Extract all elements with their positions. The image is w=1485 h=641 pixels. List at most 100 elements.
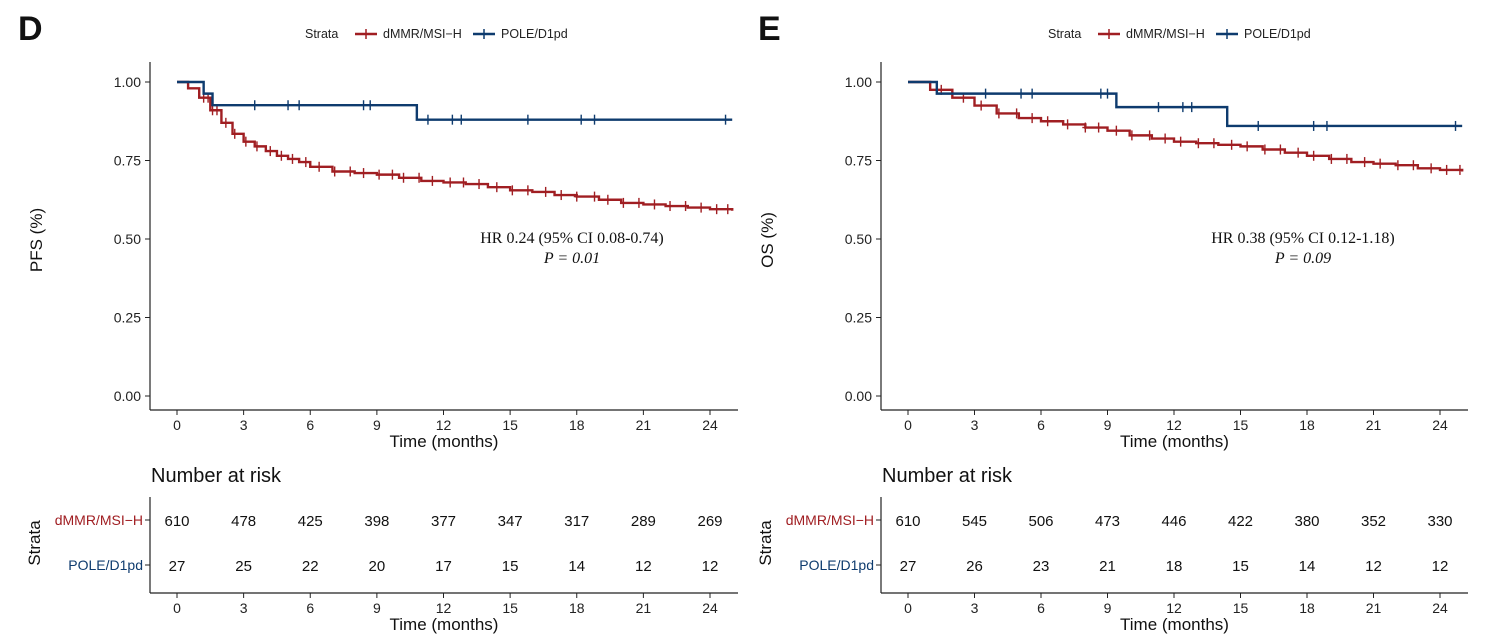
risk-count: 12 xyxy=(635,558,652,575)
x-tick-label: 24 xyxy=(702,417,718,433)
y-tick-label: 1.00 xyxy=(114,74,141,90)
legend-title: Strata xyxy=(305,27,338,41)
risk-x-tick-label: 0 xyxy=(904,600,912,616)
y-tick-label: 0.50 xyxy=(114,231,141,247)
risk-x-tick-label: 18 xyxy=(569,600,585,616)
series-dmmr-msi-h xyxy=(908,80,1464,175)
risk-x-tick-label: 12 xyxy=(436,600,452,616)
risk-count: 27 xyxy=(900,558,917,575)
y-tick-label: 0.50 xyxy=(845,231,872,247)
y-tick-label: 0.75 xyxy=(114,153,141,169)
legend-entry: POLE/D1pd xyxy=(1244,27,1311,41)
risk-x-tick-label: 3 xyxy=(240,600,248,616)
hazard-ratio-text: HR 0.38 (95% CI 0.12-1.18) xyxy=(1211,230,1395,247)
panel-letter: E xyxy=(758,10,781,48)
series-dmmr-msi-h xyxy=(177,80,734,215)
risk-table: Number at risk dMMR/MSI−H 610 545 506 473 446 4… xyxy=(756,465,1468,634)
x-tick-label: 6 xyxy=(1037,417,1045,433)
risk-count: 446 xyxy=(1161,513,1186,530)
risk-strata-axis-title: Strata xyxy=(756,520,775,566)
risk-count: 352 xyxy=(1361,513,1386,530)
survival-curve xyxy=(177,80,734,211)
risk-count: 545 xyxy=(962,513,987,530)
risk-count: 20 xyxy=(369,558,386,575)
risk-count: 12 xyxy=(702,558,719,575)
x-tick-label: 15 xyxy=(1233,417,1249,433)
y-tick-label: 0.25 xyxy=(114,310,141,326)
risk-count: 422 xyxy=(1228,513,1253,530)
risk-x-tick-label: 0 xyxy=(173,600,181,616)
y-tick-label: 0.00 xyxy=(845,388,872,404)
risk-row-label: dMMR/MSI−H xyxy=(786,512,874,528)
risk-x-tick-label: 12 xyxy=(1166,600,1182,616)
risk-count: 506 xyxy=(1028,513,1053,530)
risk-count: 398 xyxy=(364,513,389,530)
risk-x-tick-label: 15 xyxy=(502,600,518,616)
x-tick-label: 9 xyxy=(1104,417,1112,433)
p-value-text: P = 0.01 xyxy=(543,250,600,267)
x-axis-title: Time (months) xyxy=(1120,432,1229,451)
risk-table-title: Number at risk xyxy=(882,465,1013,487)
x-tick-label: 21 xyxy=(1366,417,1382,433)
legend-entry: POLE/D1pd xyxy=(501,27,568,41)
risk-x-tick-label: 21 xyxy=(1366,600,1382,616)
survival-curve xyxy=(177,80,733,121)
risk-x-tick-label: 9 xyxy=(373,600,381,616)
risk-row-label: POLE/D1pd xyxy=(68,557,143,573)
risk-x-axis-title: Time (months) xyxy=(390,615,499,634)
x-tick-label: 24 xyxy=(1432,417,1448,433)
risk-count: 269 xyxy=(697,513,722,530)
risk-count: 22 xyxy=(302,558,319,575)
risk-count: 17 xyxy=(435,558,452,575)
risk-count: 26 xyxy=(966,558,983,575)
risk-count: 12 xyxy=(1365,558,1382,575)
x-tick-label: 0 xyxy=(904,417,912,433)
risk-row-label: POLE/D1pd xyxy=(799,557,874,573)
risk-count: 610 xyxy=(164,513,189,530)
survival-curve xyxy=(908,80,1464,172)
risk-x-axis-title: Time (months) xyxy=(1120,615,1229,634)
survival-curve xyxy=(908,80,1463,128)
series-pole-d1pd xyxy=(177,80,733,125)
risk-count: 317 xyxy=(564,513,589,530)
risk-count: 478 xyxy=(231,513,256,530)
series-pole-d1pd xyxy=(908,80,1463,131)
risk-x-tick-label: 6 xyxy=(1037,600,1045,616)
risk-count: 15 xyxy=(1232,558,1249,575)
risk-count: 14 xyxy=(1299,558,1316,575)
y-tick-label: 0.00 xyxy=(114,388,141,404)
risk-x-tick-label: 24 xyxy=(1432,600,1448,616)
hazard-ratio-text: HR 0.24 (95% CI 0.08-0.74) xyxy=(480,230,664,247)
risk-table-title: Number at risk xyxy=(151,465,282,487)
x-axis-title: Time (months) xyxy=(390,432,499,451)
risk-x-tick-label: 18 xyxy=(1299,600,1315,616)
panel-letter: D xyxy=(18,10,43,48)
y-tick-label: 1.00 xyxy=(845,74,872,90)
risk-x-tick-label: 15 xyxy=(1233,600,1249,616)
x-tick-label: 18 xyxy=(569,417,585,433)
legend-title: Strata xyxy=(1048,27,1081,41)
legend-entry: dMMR/MSI−H xyxy=(383,27,462,41)
risk-count: 473 xyxy=(1095,513,1120,530)
risk-count: 23 xyxy=(1033,558,1050,575)
risk-count: 21 xyxy=(1099,558,1116,575)
legend-entry: dMMR/MSI−H xyxy=(1126,27,1205,41)
x-tick-label: 12 xyxy=(436,417,452,433)
risk-row-label: dMMR/MSI−H xyxy=(55,512,143,528)
y-tick-label: 0.75 xyxy=(845,153,872,169)
risk-count: 289 xyxy=(631,513,656,530)
risk-count: 347 xyxy=(498,513,523,530)
km-panel-D: D Strata dMMR/MSI−H POLE/D1pd 0.00 0.25 0.50 0.… xyxy=(18,10,738,634)
x-tick-label: 21 xyxy=(636,417,652,433)
legend: Strata dMMR/MSI−H POLE/D1pd xyxy=(305,27,568,41)
y-axis-title: PFS (%) xyxy=(27,208,46,272)
x-tick-label: 18 xyxy=(1299,417,1315,433)
y-axis-title: OS (%) xyxy=(758,212,777,268)
risk-count: 15 xyxy=(502,558,519,575)
x-tick-label: 3 xyxy=(240,417,248,433)
legend: Strata dMMR/MSI−H POLE/D1pd xyxy=(1048,27,1311,41)
risk-x-tick-label: 9 xyxy=(1104,600,1112,616)
x-tick-label: 6 xyxy=(306,417,314,433)
x-tick-label: 12 xyxy=(1166,417,1182,433)
